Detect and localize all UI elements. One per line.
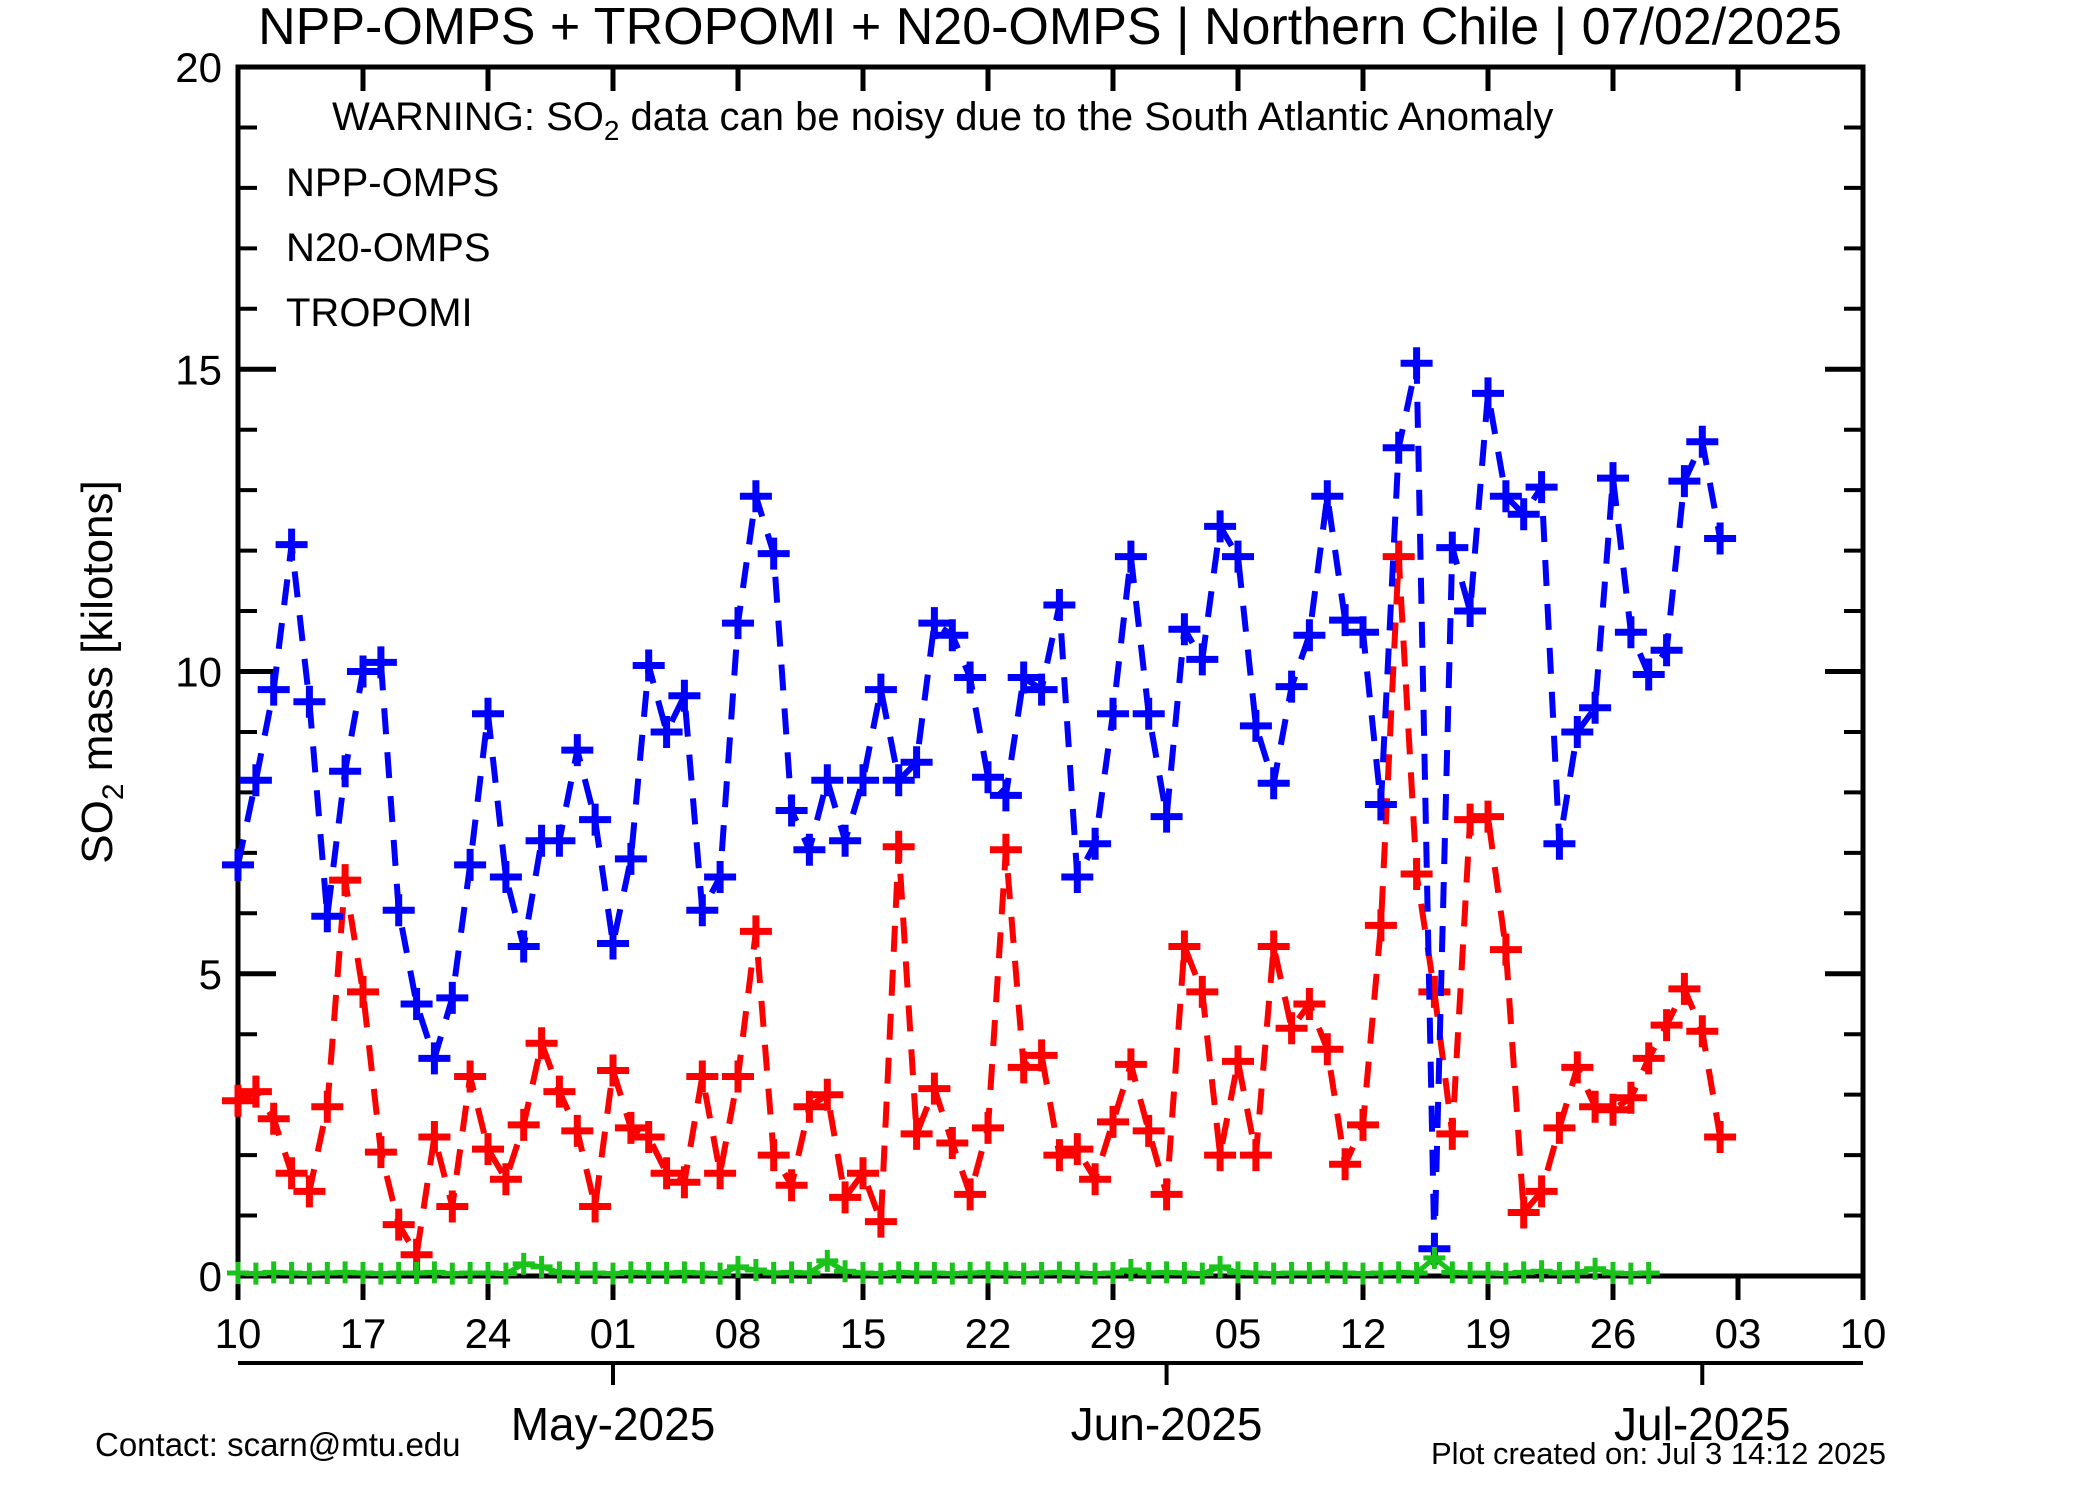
series-tropomi xyxy=(227,1246,1660,1285)
month-label: May-2025 xyxy=(511,1398,716,1450)
series-npp-omps xyxy=(222,540,1737,1271)
warning-pre: WARNING: SO xyxy=(332,95,604,139)
y-tick-label: 15 xyxy=(175,346,222,393)
x-tick-label: 01 xyxy=(590,1310,637,1357)
y-title-pre: SO xyxy=(73,800,122,864)
y-axis-title: SO2 mass [kilotons] xyxy=(73,480,130,863)
x-tick-label: 08 xyxy=(715,1310,762,1357)
tropomi-markers xyxy=(227,1246,1660,1285)
contact-text: Contact: scarn@mtu.edu xyxy=(95,1426,461,1463)
x-tick-label: 10 xyxy=(1840,1310,1887,1357)
x-tick-label: 15 xyxy=(840,1310,887,1357)
x-tick-label: 19 xyxy=(1465,1310,1512,1357)
npp-omps-markers xyxy=(222,540,1737,1271)
warning-sub: 2 xyxy=(604,115,620,146)
y-tick-label: 0 xyxy=(199,1253,222,1300)
x-tick-label: 03 xyxy=(1715,1310,1762,1357)
y-tick-label: 5 xyxy=(199,951,222,998)
legend-item-npp-omps: NPP-OMPS xyxy=(286,161,499,205)
created-text: Plot created on: Jul 3 14:12 2025 xyxy=(1431,1436,1886,1471)
y-title-post: mass [kilotons] xyxy=(73,480,122,783)
plot-frame xyxy=(235,64,1866,1385)
y-tick-label: 10 xyxy=(175,649,222,696)
legend-item-tropomi: TROPOMI xyxy=(286,291,473,335)
month-label: Jun-2025 xyxy=(1071,1398,1263,1450)
warning-post: data can be noisy due to the South Atlan… xyxy=(619,95,1553,139)
data-series xyxy=(222,347,1737,1285)
x-tick-label: 22 xyxy=(965,1310,1012,1357)
x-tick-label: 26 xyxy=(1590,1310,1637,1357)
x-tick-label: 24 xyxy=(465,1310,512,1357)
y-tick-label: 20 xyxy=(175,44,222,91)
series-n20-omps xyxy=(222,347,1737,1265)
page-title: NPP-OMPS + TROPOMI + N20-OMPS | Northern… xyxy=(258,0,1842,56)
y-title-sub: 2 xyxy=(97,783,130,800)
x-tick-label: 12 xyxy=(1340,1310,1387,1357)
npp-omps-line xyxy=(236,556,1724,1264)
x-tick-label: 17 xyxy=(340,1310,387,1357)
n20-omps-markers xyxy=(222,347,1737,1265)
n20-omps-line xyxy=(235,362,1724,1249)
x-tick-label: 29 xyxy=(1090,1310,1137,1357)
x-tick-label: 05 xyxy=(1215,1310,1262,1357)
month-label: Jul-2025 xyxy=(1614,1398,1790,1450)
warning-text: WARNING: SO2 data can be noisy due to th… xyxy=(332,95,1553,146)
legend-item-n20-omps: N20-OMPS xyxy=(286,226,491,270)
x-tick-label: 10 xyxy=(215,1310,262,1357)
